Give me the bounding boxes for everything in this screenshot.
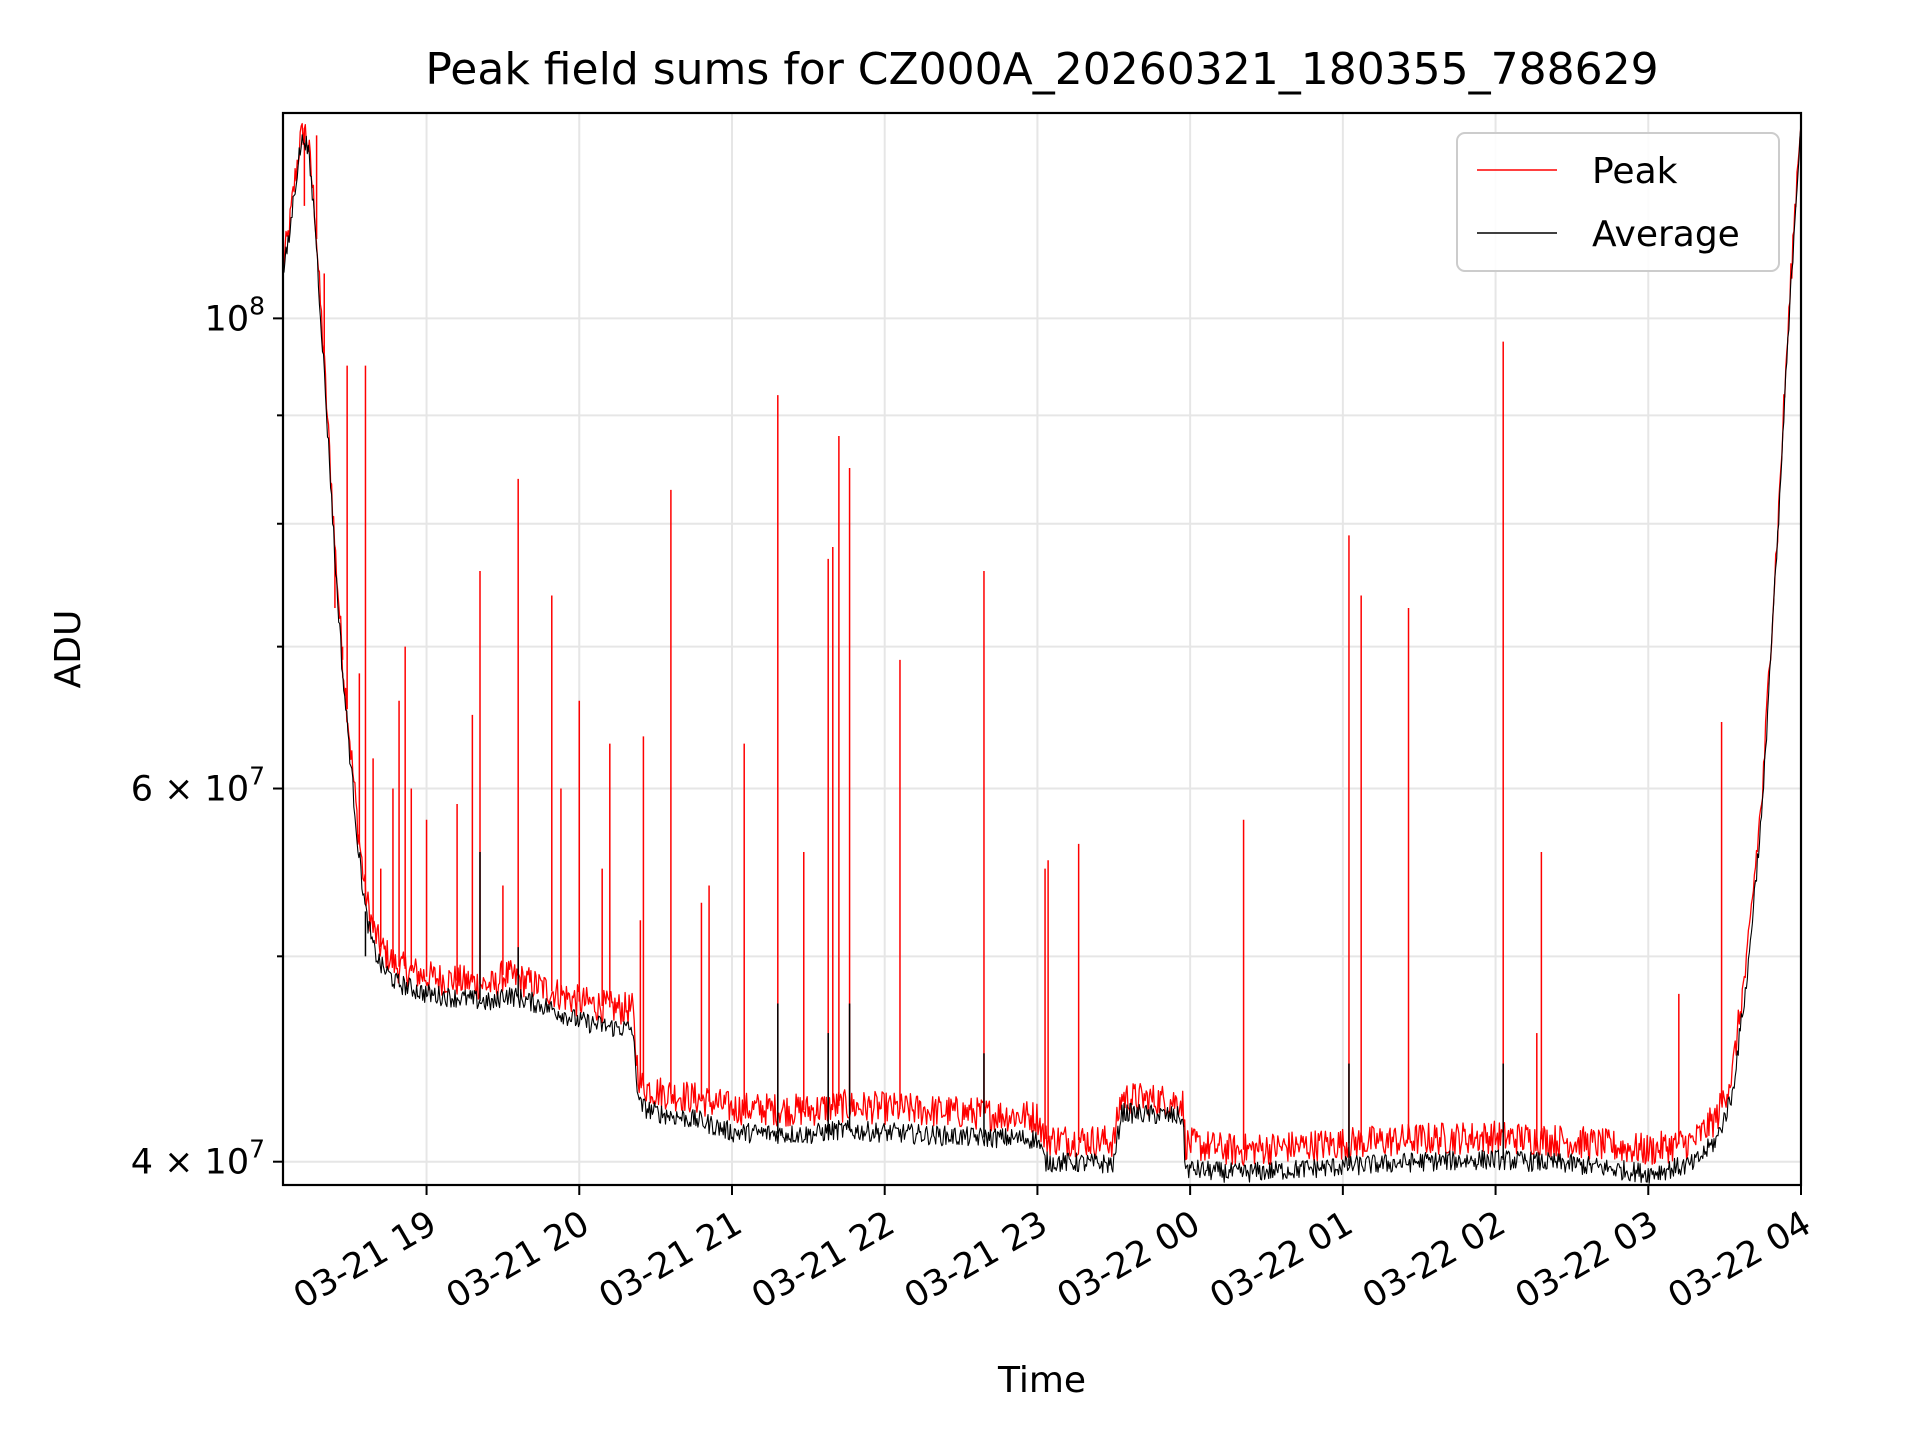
series-line-average [282, 125, 1802, 1184]
legend: Peak Average [1456, 132, 1780, 272]
y-tick-label-base: 10 [205, 299, 250, 339]
series-line-peak [282, 122, 1802, 1166]
y-tick-label-exponent: 8 [249, 291, 265, 320]
y-tick-label-base: 4 × 10 [131, 1143, 249, 1183]
series-layer [282, 122, 1802, 1184]
y-tick-label-exponent: 7 [249, 1135, 265, 1164]
y-tick-label: 6 × 107 [131, 762, 265, 810]
plot-frame [281, 111, 1803, 1187]
y-axis-label: ADU [48, 610, 89, 689]
series-peak [282, 122, 1802, 1166]
series-average [282, 125, 1802, 1184]
legend-box [1456, 132, 1780, 272]
chart-title: Peak field sums for CZ000A_20260321_1803… [425, 44, 1658, 95]
legend-label-average: Average [1592, 214, 1740, 255]
y-tick-label: 108 [205, 291, 265, 339]
y-tick-label-base: 6 × 10 [131, 770, 249, 810]
y-tick-label: 4 × 107 [131, 1135, 265, 1183]
x-axis-label: Time [997, 1360, 1086, 1401]
legend-label-peak: Peak [1592, 151, 1678, 192]
y-tick-label-exponent: 7 [249, 762, 265, 791]
